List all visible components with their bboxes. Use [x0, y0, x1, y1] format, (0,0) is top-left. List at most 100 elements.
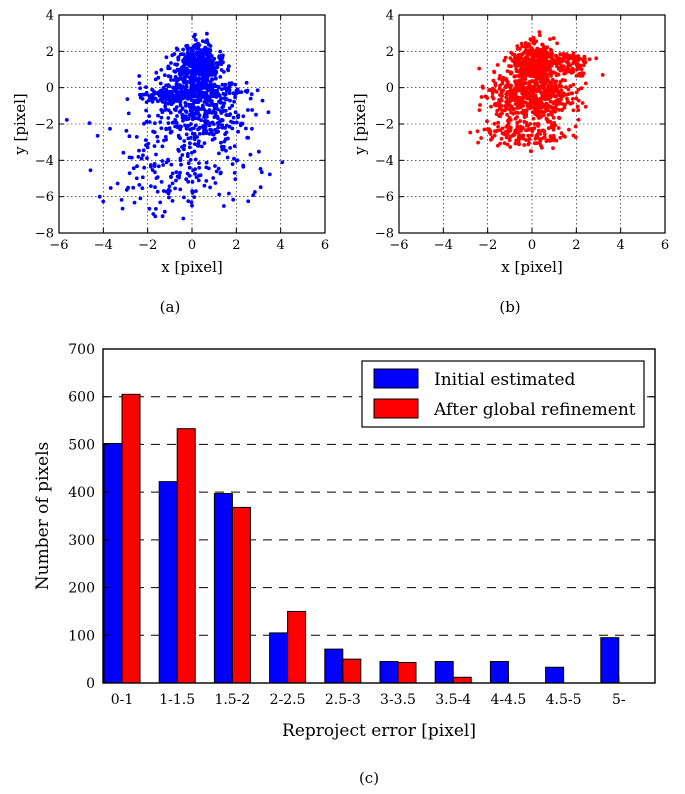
- scatter-point: [197, 161, 201, 166]
- scatter-point: [193, 172, 197, 176]
- ticks-c: 0 100 200 300 400 500 600 700 0-1 1-1.5 1.5-2 2-2.5…: [68, 342, 655, 708]
- scatter-point: [213, 181, 218, 185]
- scatter-point: [230, 103, 235, 108]
- scatter-point: [534, 87, 538, 92]
- scatter-point: [534, 112, 539, 117]
- scatter-point: [535, 141, 539, 146]
- scatter-point: [561, 58, 566, 63]
- scatter-point: [180, 113, 185, 117]
- y-axis-label-c: Number of pixels: [33, 442, 53, 590]
- scatter-point: [210, 87, 215, 91]
- scatter-point: [239, 121, 244, 126]
- scatter-point: [541, 105, 545, 109]
- scatter-point: [564, 85, 568, 90]
- scatter-point: [159, 126, 164, 131]
- scatter-point: [571, 69, 576, 74]
- scatter-point: [144, 85, 148, 89]
- scatter-point: [169, 174, 173, 179]
- scatter-point: [260, 98, 265, 103]
- scatter-point: [554, 54, 559, 59]
- scatter-point: [499, 88, 504, 93]
- x-tick-label: 4-4.5: [490, 692, 526, 708]
- scatter-point: [192, 126, 196, 130]
- scatter-point: [144, 108, 149, 113]
- scatter-point: [216, 129, 221, 134]
- y-tick-label: −8: [375, 227, 394, 242]
- scatter-point: [498, 93, 502, 97]
- x-tick-label: 2: [232, 238, 240, 253]
- scatter-point: [523, 77, 528, 81]
- scatter-point: [509, 93, 514, 97]
- bars-c: [103, 393, 620, 684]
- scatter-point: [557, 116, 562, 120]
- scatter-point: [558, 135, 563, 140]
- scatter-point: [575, 104, 580, 109]
- bar-refined: [176, 428, 196, 684]
- scatter-point: [173, 186, 178, 191]
- scatter-point: [140, 175, 145, 180]
- scatter-point: [561, 94, 566, 98]
- scatter-point: [149, 184, 153, 189]
- scatter-point: [219, 96, 224, 101]
- scatter-point: [492, 70, 497, 75]
- scatter-point: [223, 92, 228, 96]
- scatter-point: [508, 145, 513, 149]
- scatter-point: [548, 47, 553, 52]
- y-tick-label: −4: [35, 154, 54, 169]
- scatter-point: [164, 137, 169, 142]
- scatter-point: [552, 88, 557, 93]
- scatter-point: [571, 60, 576, 64]
- scatter-point: [154, 70, 159, 75]
- scatter-point: [214, 169, 219, 174]
- scatter-point: [477, 108, 482, 112]
- scatter-point: [233, 110, 238, 115]
- scatter-point: [188, 135, 193, 140]
- scatter-point: [193, 32, 197, 37]
- scatter-point: [537, 30, 542, 34]
- scatter-point: [531, 35, 536, 40]
- scatter-point: [524, 128, 528, 133]
- scatter-point: [504, 83, 509, 88]
- scatter-point: [548, 84, 552, 89]
- scatter-point: [187, 145, 192, 150]
- scatter-point: [515, 120, 520, 125]
- scatter-point: [246, 199, 251, 204]
- scatter-point: [159, 68, 164, 72]
- scatter-point: [201, 75, 205, 79]
- scatter-point: [137, 183, 142, 187]
- scatter-point: [248, 96, 253, 101]
- scatter-point: [538, 132, 543, 136]
- scatter-point: [207, 123, 212, 128]
- scatter-point: [215, 107, 220, 112]
- scatter-point: [266, 110, 271, 115]
- scatter-point: [95, 133, 100, 138]
- scatter-point: [161, 86, 166, 90]
- scatter-point: [477, 66, 482, 71]
- scatter-point: [211, 122, 216, 126]
- scatter-point: [554, 99, 559, 103]
- scatter-point: [544, 108, 548, 112]
- scatter-point: [475, 129, 480, 134]
- scatter-point: [155, 134, 160, 139]
- scatter-point: [540, 64, 545, 69]
- points-a: [64, 31, 285, 221]
- scatter-point: [156, 139, 160, 144]
- scatter-point: [516, 56, 521, 61]
- scatter-point: [533, 136, 538, 141]
- scatter-point: [536, 59, 541, 63]
- scatter-point: [178, 103, 183, 108]
- scatter-point: [533, 49, 538, 54]
- scatter-point: [537, 101, 542, 105]
- scatter-point: [152, 144, 157, 149]
- scatter-point: [190, 203, 194, 208]
- scatter-point: [526, 142, 531, 147]
- scatter-point: [224, 123, 229, 128]
- scatter-point: [160, 214, 165, 219]
- scatter-point: [101, 199, 106, 204]
- scatter-point: [181, 216, 186, 221]
- scatter-point: [495, 108, 500, 113]
- scatter-point: [539, 91, 544, 96]
- scatter-point: [200, 144, 204, 149]
- scatter-point: [192, 45, 197, 50]
